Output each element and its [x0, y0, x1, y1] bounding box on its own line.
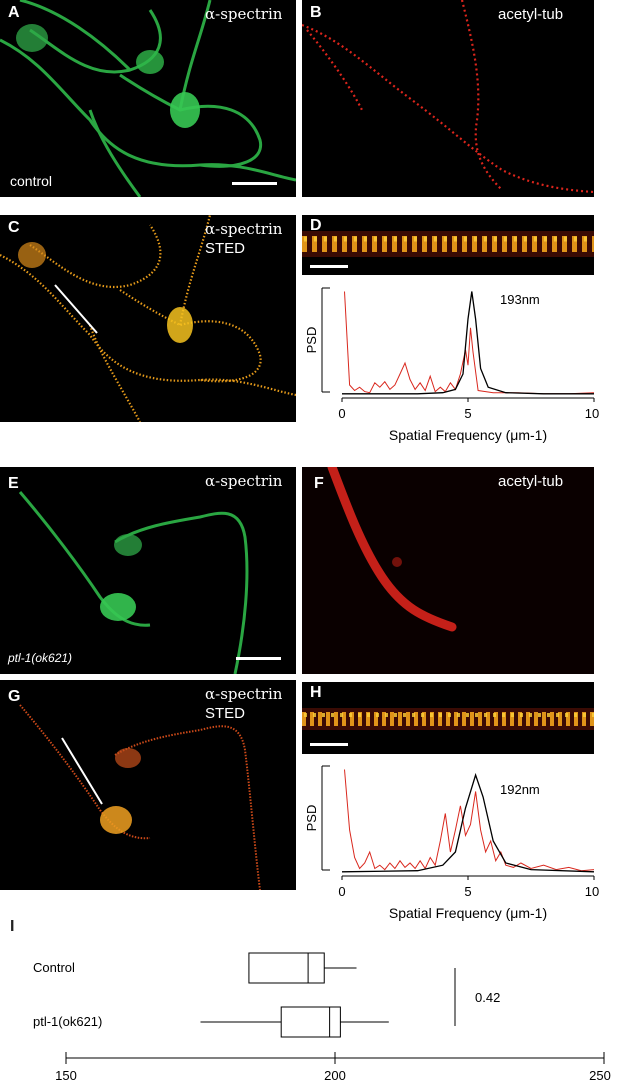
- y-axis-label: PSD: [304, 805, 319, 832]
- panel-g-title-1: α-spectrin: [205, 685, 283, 703]
- panel-a-note: control: [10, 173, 53, 189]
- x-tick-label: 5: [464, 406, 471, 421]
- plot-area: [342, 760, 594, 876]
- y-axis-label: PSD: [304, 327, 319, 354]
- fit-series-line: [341, 772, 595, 873]
- panel-label-i: I: [10, 918, 15, 935]
- x-tick-label: 10: [585, 406, 599, 421]
- alpha-spectrin-sted-control-image: [0, 215, 296, 422]
- panel-label-b: B: [310, 4, 322, 21]
- panel-label-d: D: [310, 217, 322, 234]
- psd-series-line: [344, 291, 595, 395]
- panel-a-title: α-spectrin: [205, 5, 283, 23]
- scale-bar: [310, 265, 348, 268]
- sted-periodic-strip: [302, 708, 594, 730]
- panel-label-a: A: [8, 4, 20, 21]
- category-label: ptl-1(ok621): [33, 1014, 102, 1029]
- sted-periodic-strip: [302, 231, 594, 257]
- panel-c-title-2: STED: [205, 240, 246, 257]
- panel-d-strip: D: [302, 215, 594, 275]
- acetyl-tub-control-image: [302, 0, 594, 194]
- panel-label-f: F: [314, 475, 324, 492]
- psd-chart-control: PSD 0 5 10 Spatial Frequency (μm-1) 193n…: [304, 282, 599, 443]
- x-tick-label: 0: [338, 884, 345, 899]
- alpha-spectrin-mutant-image: [18, 491, 249, 674]
- x-tick-label: 200: [324, 1068, 346, 1083]
- peak-label: 192nm: [500, 782, 540, 797]
- alpha-spectrin-sted-mutant-image: [19, 704, 261, 890]
- panel-b-micrograph: B acetyl-tub: [302, 0, 594, 197]
- panel-label-h: H: [310, 684, 322, 701]
- panel-e-genotype: ptl-1(ok621): [8, 651, 73, 665]
- panel-a-micrograph: A α-spectrin control: [0, 0, 296, 197]
- scale-bar: [236, 657, 281, 660]
- panel-f-title: acetyl-tub: [498, 473, 564, 490]
- category-label: Control: [33, 960, 75, 975]
- x-tick-label: 0: [338, 406, 345, 421]
- x-tick-label: 10: [585, 884, 599, 899]
- x-tick-label: 150: [55, 1068, 77, 1083]
- panel-g-title-2: STED: [205, 705, 246, 722]
- plot-area: [342, 282, 594, 398]
- panel-b-title: acetyl-tub: [498, 6, 564, 23]
- psd-chart-mutant: PSD 0 5 10 Spatial Frequency (μm-1) 192n…: [304, 760, 599, 921]
- x-tick-label: 250: [589, 1068, 611, 1083]
- x-tick-label: 5: [464, 884, 471, 899]
- box: [280, 1006, 341, 1038]
- panel-f-micrograph: F acetyl-tub: [302, 467, 594, 674]
- panel-h-strip: H: [302, 682, 594, 754]
- x-axis-label: Spatial Frequency (μm-1): [389, 427, 547, 443]
- panel-e-title: α-spectrin: [205, 472, 283, 490]
- scale-bar: [310, 743, 348, 746]
- alpha-spectrin-control-image: [0, 0, 296, 197]
- psd-series-line: [344, 769, 595, 872]
- x-axis-label: Spatial Frequency (μm-1): [389, 905, 547, 921]
- box: [248, 952, 325, 984]
- panel-label-g: G: [8, 688, 21, 705]
- fit-series-line: [342, 291, 594, 395]
- panel-label-e: E: [8, 475, 19, 492]
- peak-label: 193nm: [500, 292, 540, 307]
- scale-bar: [232, 182, 277, 185]
- panel-g-micrograph: G α-spectrin STED: [0, 680, 296, 890]
- panel-label-c: C: [8, 219, 20, 236]
- panel-c-micrograph: C α-spectrin STED: [0, 215, 296, 422]
- acetyl-tub-mutant-image: [302, 467, 594, 674]
- panel-e-micrograph: E α-spectrin ptl-1(ok621): [0, 467, 296, 674]
- p-value-label: 0.42: [475, 990, 500, 1005]
- box-plot-periodicity: Control ptl-1(ok621) 0.42 150 200 250: [33, 952, 611, 1083]
- panel-c-title-1: α-spectrin: [205, 220, 283, 238]
